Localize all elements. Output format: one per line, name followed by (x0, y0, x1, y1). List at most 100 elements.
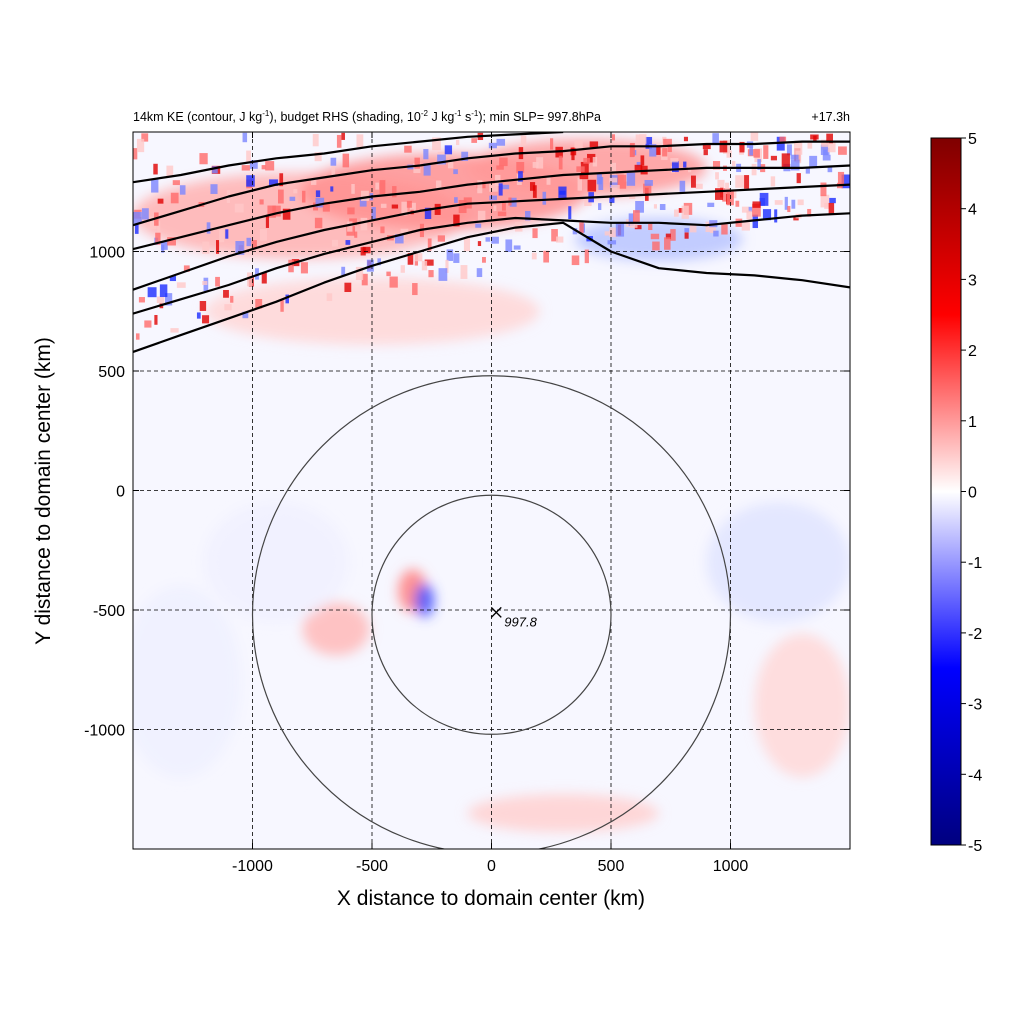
ke-contour-line (133, 140, 850, 227)
speckle-cell (424, 207, 432, 219)
speckle-cell (837, 171, 845, 185)
speckle-cell (380, 226, 385, 234)
center-label: 997.8 (504, 614, 537, 629)
speckle-cell (436, 180, 442, 189)
speckle-cell (438, 268, 448, 281)
y-axis-label: Y distance to domain center (km) (32, 337, 55, 645)
speckle-cell (659, 204, 666, 211)
speckle-cell (576, 166, 585, 172)
speckle-cell (796, 173, 801, 184)
speckle-cell (807, 208, 812, 217)
speckle-cell (395, 234, 404, 244)
speckle-cell (202, 315, 210, 324)
speckle-cell (807, 142, 813, 149)
title-sup-d: -1 (471, 109, 479, 118)
colorbar-tick-label: 2 (968, 343, 977, 360)
speckle-cell (355, 266, 364, 281)
speckle-cell (674, 209, 679, 217)
speckle-cell (750, 132, 759, 141)
speckle-cell (446, 249, 454, 261)
speckle-cell (703, 149, 708, 156)
speckle-cell (277, 189, 284, 204)
speckle-cell (752, 201, 761, 208)
speckle-cell (391, 204, 399, 209)
speckle-cell (445, 259, 449, 273)
speckle-cell (336, 134, 342, 148)
speckle-cell (587, 179, 597, 192)
speckle-cell (784, 196, 788, 210)
speckle-cell (735, 175, 745, 188)
speckle-cell (234, 203, 244, 213)
speckle-cell (289, 196, 296, 201)
speckle-cell (349, 218, 357, 226)
speckle-cell (377, 258, 381, 266)
colorbar-ticks: 5 4 3 2 1 0 -1 -2 -3 -4 -5 (961, 131, 982, 855)
speckle-cell (259, 199, 264, 205)
speckle-cell (577, 177, 582, 191)
title-seg-b: ), budget RHS (shading, 10 (269, 110, 421, 124)
speckle-cell (488, 142, 497, 149)
speckle-cell (427, 238, 432, 251)
chart-title-left: 14km KE (contour, J kg-1), budget RHS (s… (133, 109, 601, 124)
speckle-cell (300, 262, 308, 274)
speckle-cell (279, 173, 284, 187)
speckle-cell (752, 203, 761, 217)
speckle-cell (199, 153, 208, 165)
y-tick-label: -1000 (84, 723, 125, 740)
speckle-cell (712, 161, 721, 170)
speckle-cell (135, 333, 140, 340)
shading-blob-8 (467, 794, 659, 833)
speckle-cell (249, 160, 258, 169)
speckle-cell (496, 165, 504, 170)
speckle-cell (665, 233, 671, 240)
speckle-cell (322, 202, 330, 212)
speckle-cell (489, 183, 498, 192)
speckle-cell (655, 145, 661, 155)
speckle-cell (133, 211, 142, 224)
speckle-cell (315, 190, 321, 198)
speckle-cell (749, 146, 753, 156)
shading-blob-7 (415, 583, 435, 618)
speckle-cell (751, 163, 757, 176)
speckle-cell (265, 216, 270, 228)
speckle-cell (136, 138, 145, 153)
speckle-cell (649, 144, 657, 157)
speckle-cell (447, 160, 454, 169)
speckle-cell (546, 176, 551, 185)
speckle-cell (536, 157, 544, 169)
speckle-cell (713, 230, 719, 237)
speckle-cell (476, 268, 483, 278)
speckle-cell (496, 138, 506, 146)
speckle-cell (596, 173, 602, 185)
colorbar-tick-label: -2 (968, 626, 982, 643)
speckle-cell (265, 161, 275, 171)
speckle-cell (629, 222, 638, 228)
speckle-cell (354, 231, 358, 238)
y-tick-label: 500 (98, 364, 125, 381)
speckle-cell (280, 298, 284, 312)
speckle-cell (532, 228, 538, 239)
speckle-cell (670, 229, 676, 241)
speckle-cell (169, 275, 177, 282)
speckle-cell (331, 166, 336, 178)
speckle-cell (821, 141, 830, 147)
speckle-cell (683, 161, 687, 168)
speckle-cell (345, 240, 351, 245)
speckle-cell (639, 134, 647, 144)
speckle-cell (371, 207, 376, 221)
speckle-cell (134, 224, 139, 234)
speckle-cell (154, 314, 158, 325)
range-ring (251, 375, 732, 849)
title-sup-b: -2 (421, 109, 429, 118)
speckle-cell (684, 232, 689, 239)
speckle-cell (159, 284, 168, 298)
speckle-cell (583, 157, 590, 164)
speckle-cell (550, 138, 554, 150)
speckle-cell (770, 176, 776, 187)
x-axis-ticks: -1000 -500 0 500 1000 (232, 132, 748, 875)
speckle-cell (149, 216, 157, 230)
speckle-cell (157, 221, 161, 235)
speckle-cell (409, 202, 416, 211)
speckle-cell (809, 155, 818, 167)
